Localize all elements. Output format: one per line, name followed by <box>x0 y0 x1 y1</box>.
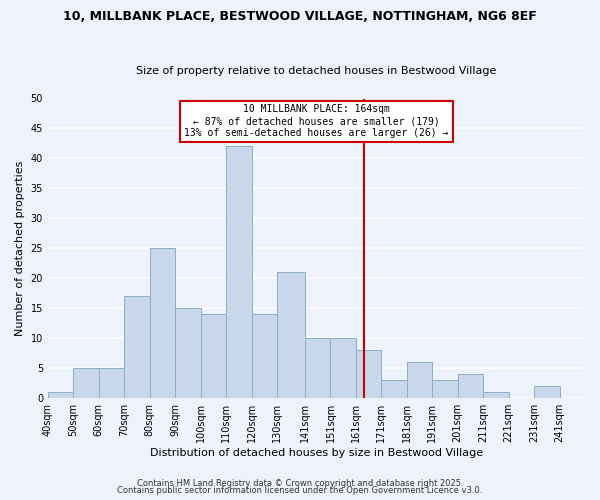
Text: 10, MILLBANK PLACE, BESTWOOD VILLAGE, NOTTINGHAM, NG6 8EF: 10, MILLBANK PLACE, BESTWOOD VILLAGE, NO… <box>63 10 537 23</box>
Bar <box>124 296 150 398</box>
Bar <box>407 362 432 398</box>
Bar <box>200 314 226 398</box>
Bar <box>99 368 124 398</box>
Bar <box>331 338 356 398</box>
Bar <box>226 146 251 398</box>
Bar <box>150 248 175 398</box>
Bar <box>483 392 509 398</box>
Bar <box>534 386 560 398</box>
Bar <box>73 368 99 398</box>
Bar <box>382 380 407 398</box>
X-axis label: Distribution of detached houses by size in Bestwood Village: Distribution of detached houses by size … <box>150 448 483 458</box>
Title: Size of property relative to detached houses in Bestwood Village: Size of property relative to detached ho… <box>136 66 497 76</box>
Bar <box>277 272 305 398</box>
Text: 10 MILLBANK PLACE: 164sqm
← 87% of detached houses are smaller (179)
13% of semi: 10 MILLBANK PLACE: 164sqm ← 87% of detac… <box>184 104 449 138</box>
Bar <box>251 314 277 398</box>
Bar <box>356 350 382 398</box>
Text: Contains HM Land Registry data © Crown copyright and database right 2025.: Contains HM Land Registry data © Crown c… <box>137 478 463 488</box>
Bar <box>432 380 458 398</box>
Bar <box>305 338 331 398</box>
Y-axis label: Number of detached properties: Number of detached properties <box>15 160 25 336</box>
Bar <box>175 308 200 398</box>
Text: Contains public sector information licensed under the Open Government Licence v3: Contains public sector information licen… <box>118 486 482 495</box>
Bar <box>48 392 73 398</box>
Bar <box>458 374 483 398</box>
